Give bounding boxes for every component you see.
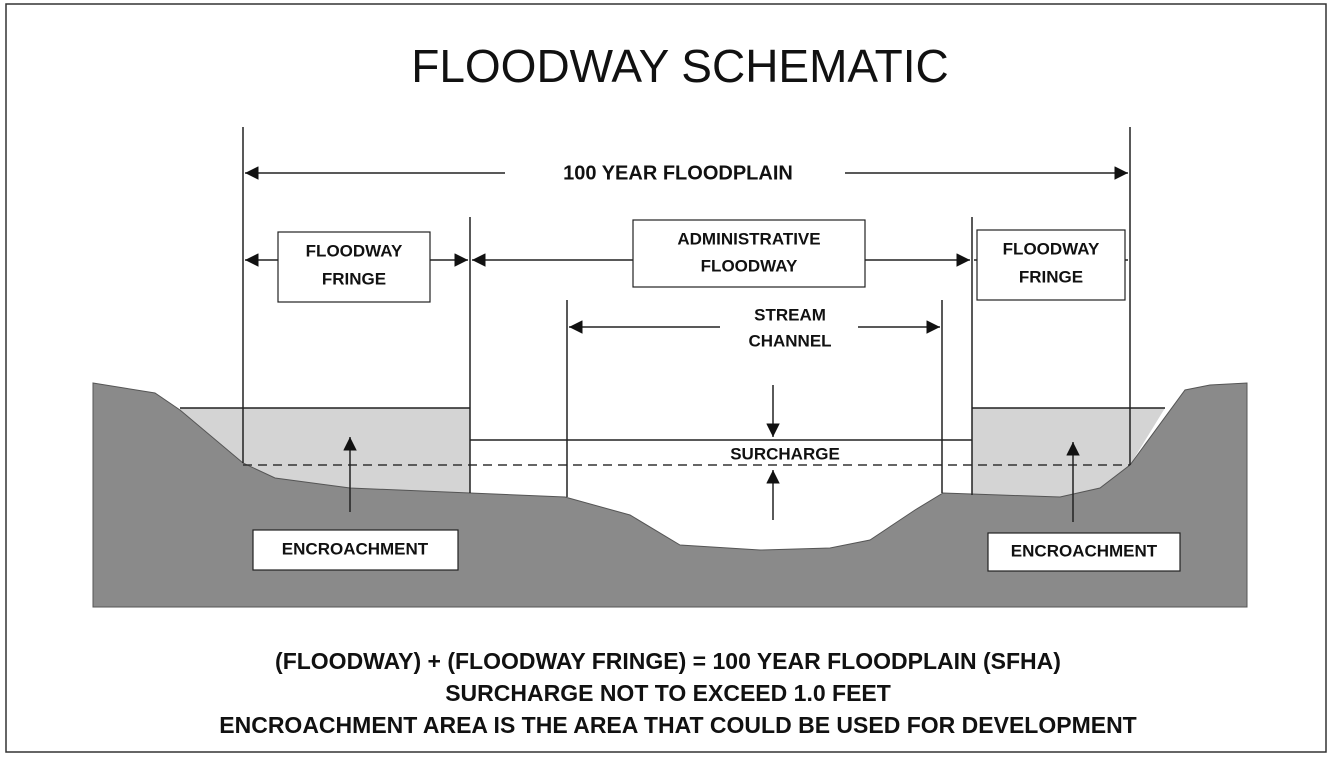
fringe-left-label: FLOODWAY	[306, 241, 403, 260]
floodway-label: FLOODWAY	[701, 256, 798, 275]
label-box	[277, 231, 431, 303]
title: FLOODWAY SCHEMATIC	[411, 40, 949, 92]
fringe-right-label: FLOODWAY	[1003, 239, 1100, 258]
floodplain-label: 100 YEAR FLOODPLAIN	[563, 162, 793, 184]
surcharge-label: SURCHARGE	[730, 444, 840, 463]
frame	[5, 3, 1327, 753]
note: (FLOODWAY) + (FLOODWAY FRINGE) = 100 YEA…	[275, 648, 1061, 674]
encroachment-left-label: ENCROACHMENT	[282, 539, 429, 558]
encroachment-right-label: ENCROACHMENT	[1011, 541, 1158, 560]
stream-label: STREAM	[754, 305, 826, 324]
left-fringe-water	[180, 408, 470, 493]
note: SURCHARGE NOT TO EXCEED 1.0 FEET	[445, 680, 891, 706]
note: ENCROACHMENT AREA IS THE AREA THAT COULD…	[219, 712, 1136, 738]
fringe-left-label: FRINGE	[322, 269, 386, 288]
floodway-label: ADMINISTRATIVE	[677, 229, 820, 248]
stream-label: CHANNEL	[748, 331, 831, 350]
label-box	[632, 219, 866, 288]
label-box	[976, 229, 1126, 301]
label-box	[987, 532, 1181, 572]
label-box	[252, 529, 459, 571]
fringe-right-label: FRINGE	[1019, 267, 1083, 286]
